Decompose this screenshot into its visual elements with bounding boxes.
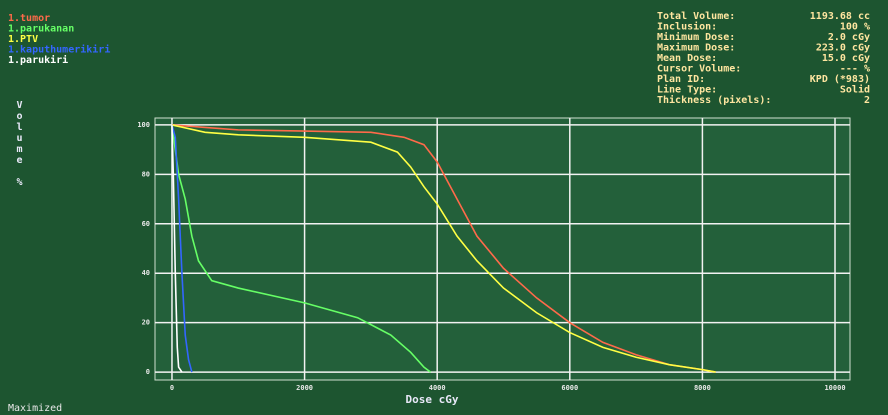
info-value: 15.0 cGy [822,53,870,64]
info-label: Minimum Dose: [657,31,735,43]
info-label: Plan ID: [657,74,705,85]
info-value: 100 % [840,22,870,33]
series-line [171,124,432,373]
status-text: Maximized [8,403,62,414]
series-line [171,124,183,373]
legend-entry: 1.PTV [8,34,38,45]
legend-entry: 1.parukanan [8,24,74,35]
y-tick-label: 80 [142,170,150,178]
info-value: Solid [840,84,870,96]
y-tick-label: 40 [142,269,150,277]
x-tick-label: 0 [170,384,174,392]
info-label: Maximum Dose: [657,42,735,54]
series-line [171,124,193,373]
info-value: --- % [840,64,870,75]
legend-entry: 1.parukiri [8,54,68,66]
info-label: Cursor Volume: [657,64,741,75]
y-tick-label: 100 [137,121,150,129]
info-label: Mean Dose: [657,53,717,64]
info-label: Total Volume: [657,11,735,22]
series-line [171,124,716,373]
info-value: 2 [864,95,870,106]
x-tick-label: 2000 [296,384,313,392]
info-value: KPD (*983) [810,74,870,85]
plot-area [154,117,851,381]
x-tick-label: 8000 [694,384,711,392]
info-label: Inclusion: [657,21,717,33]
info-value: 1193.68 cc [810,11,870,22]
info-label: Line Type: [657,84,717,96]
x-tick-label: 10000 [824,384,845,392]
series-line [171,124,716,373]
y-tick-label: 0 [146,368,150,376]
info-value: 223.0 cGy [816,43,870,54]
y-tick-label: 60 [142,220,150,228]
x-tick-label: 6000 [561,384,578,392]
y-axis-label: Volume % [14,100,25,188]
x-tick-label: 4000 [429,384,446,392]
info-label: Thickness (pixels): [657,94,771,106]
x-axis-label: Dose cGy [406,393,459,406]
legend-entry: 1.tumor [8,13,50,24]
info-value: 2.0 cGy [828,32,870,43]
y-tick-label: 20 [142,319,150,327]
legend-entry: 1.kaputhumerikiri [8,44,110,56]
